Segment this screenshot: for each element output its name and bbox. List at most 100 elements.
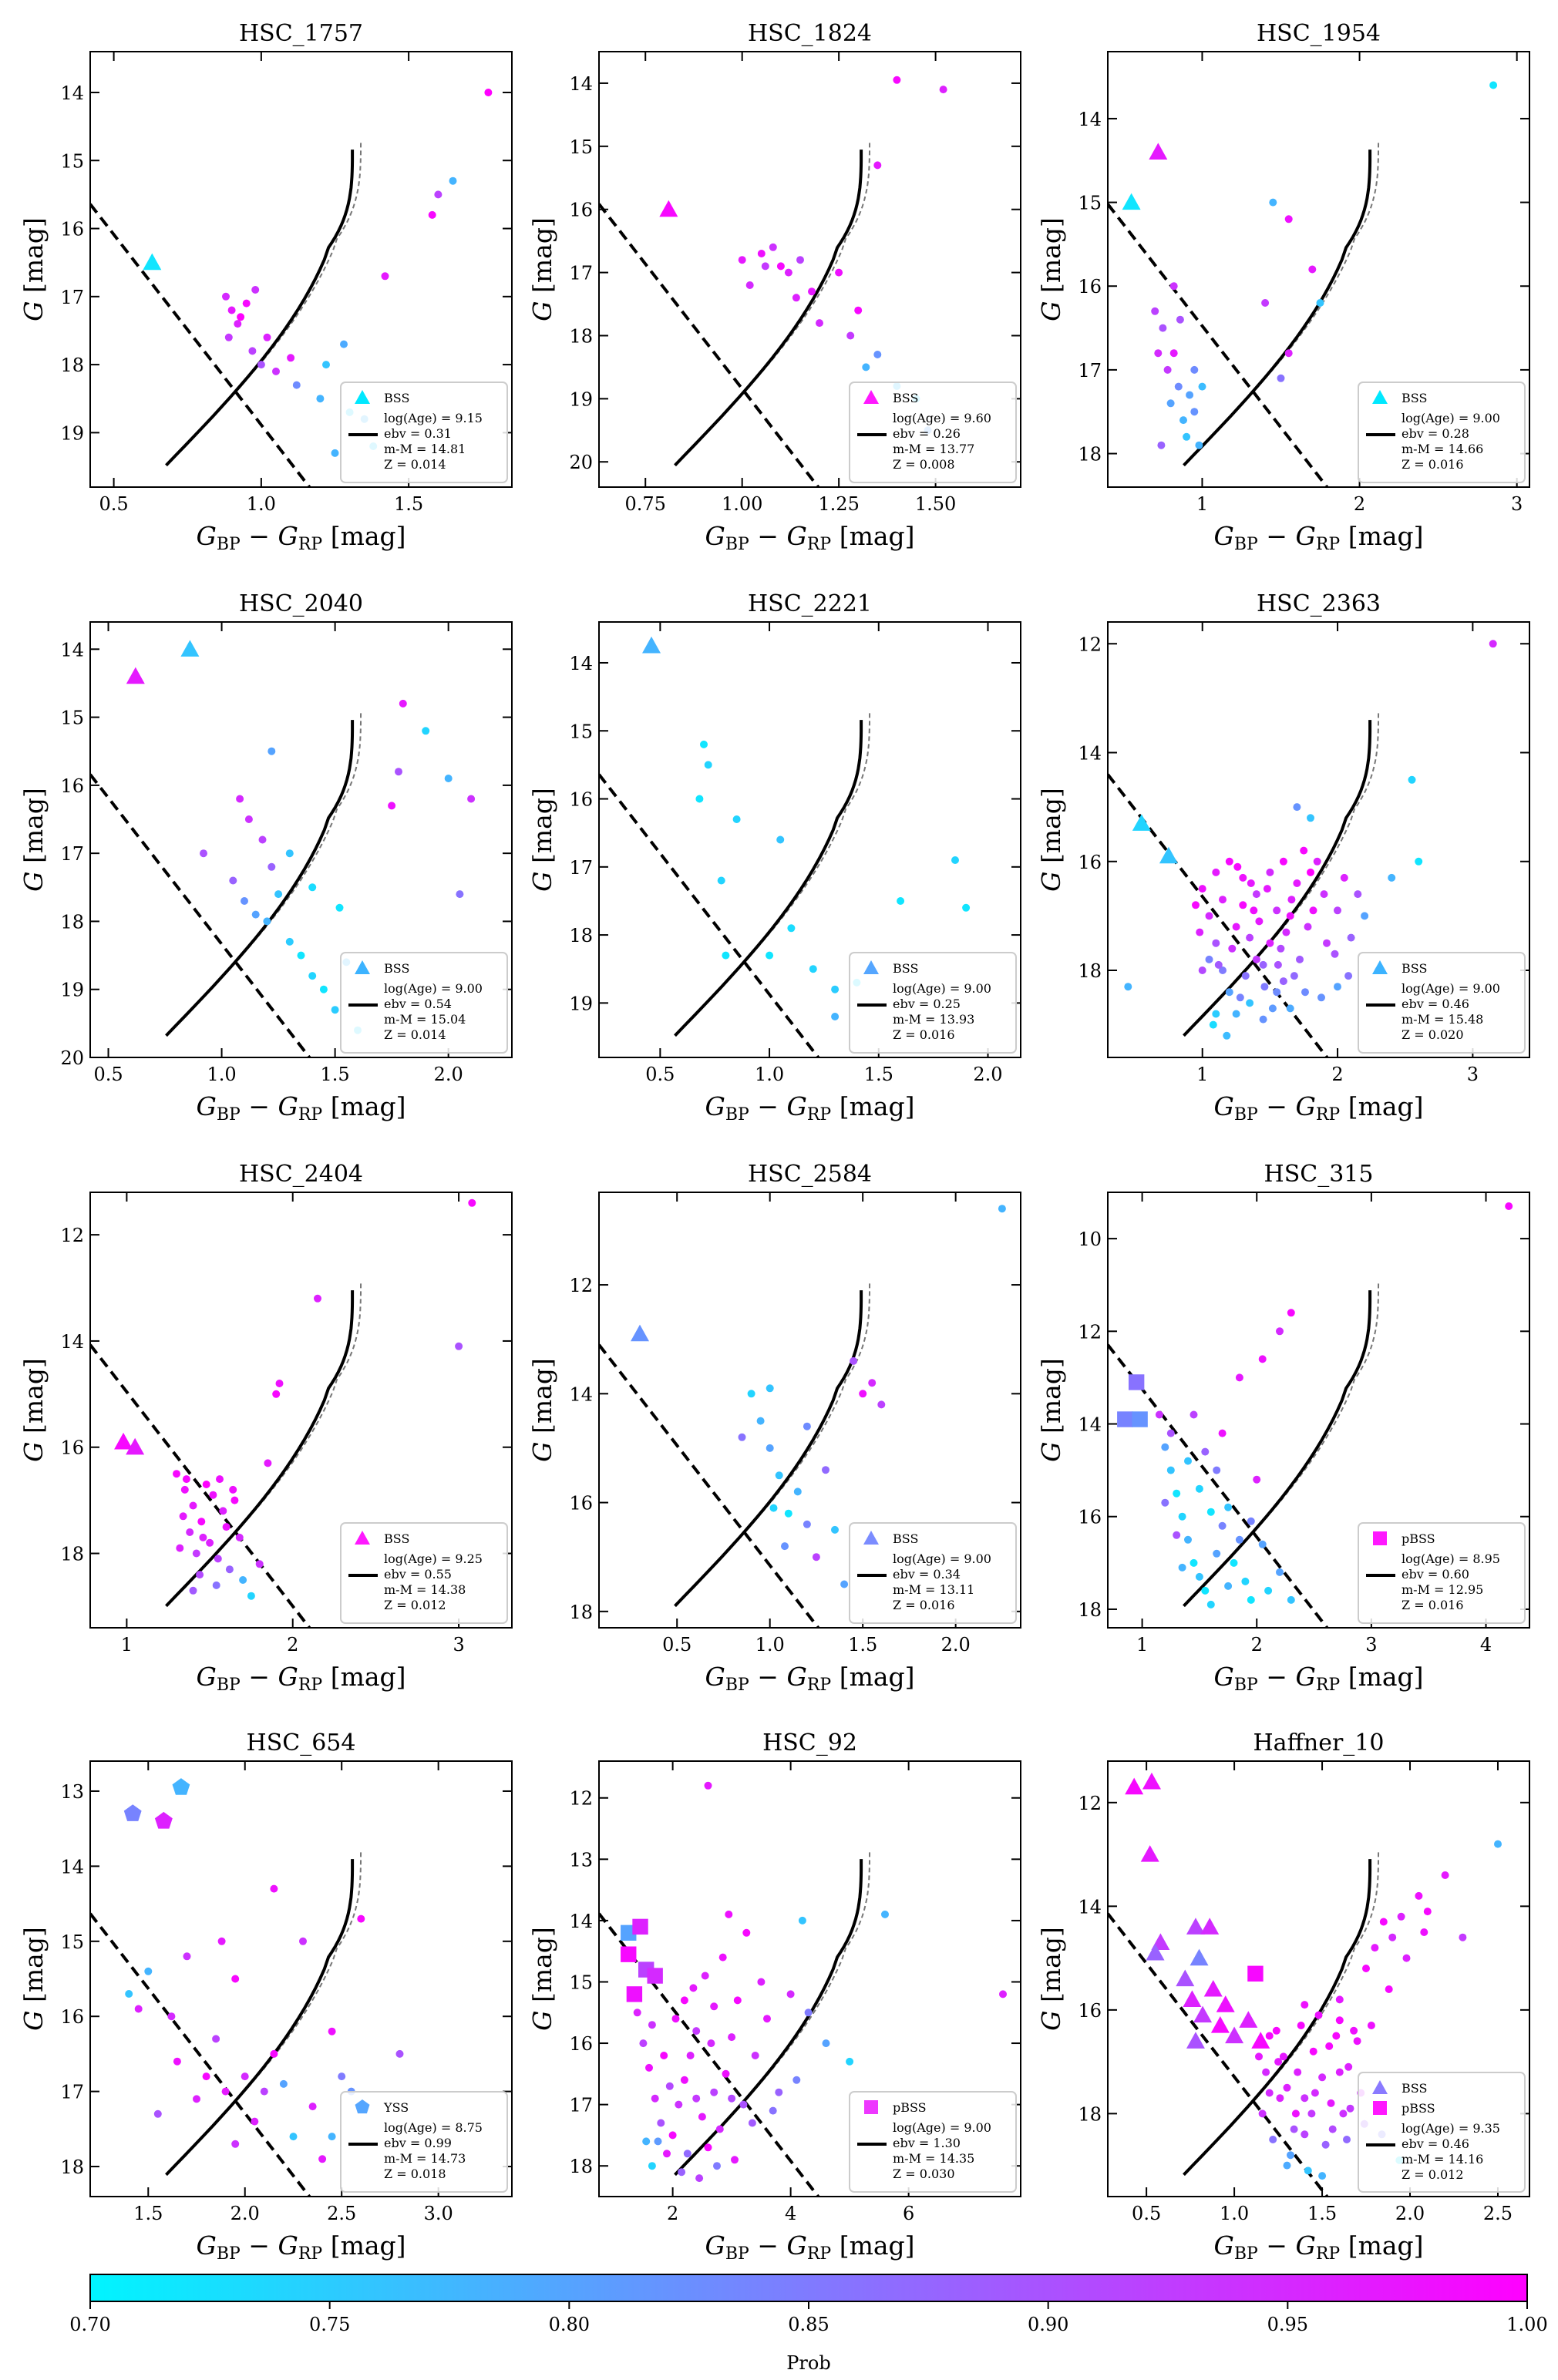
member-star-point (1213, 1466, 1221, 1474)
member-star-point (1259, 960, 1267, 969)
member-star-point (1195, 1484, 1203, 1493)
member-star-point (710, 2002, 718, 2011)
y-tick-label: 18 (569, 2156, 593, 2177)
member-star-point (1300, 846, 1308, 855)
member-star-point (1408, 775, 1416, 784)
legend-param: ebv = 0.60 (1402, 1567, 1469, 1582)
member-star-point (1252, 890, 1260, 899)
member-star-point (1214, 960, 1223, 969)
member-star-point (999, 1990, 1007, 1998)
y-tick-label: 17 (60, 843, 84, 865)
member-star-point (268, 862, 276, 871)
member-star-point (1219, 966, 1227, 974)
x-axis-label: GBP − GRP [mag] (1213, 521, 1423, 554)
member-star-point (1346, 2104, 1354, 2113)
isochrone-best-fit (165, 1290, 355, 1608)
member-star-point (642, 2137, 651, 2146)
y-tick-label: 12 (60, 1225, 84, 1246)
legend-param: ebv = 0.26 (893, 426, 961, 441)
member-star-point (639, 2039, 648, 2048)
panel-hsc-654: HSC_654 1.5 2.0 2.5 3.0 13 14 15 16 17 18 GBP − GRP… (19, 1730, 513, 2264)
member-star-point (1287, 1595, 1295, 1604)
member-star-point (1163, 365, 1172, 374)
member-star-point (660, 2052, 668, 2059)
member-star-point (1184, 1535, 1192, 1544)
member-star-point (1252, 955, 1260, 963)
x-tick-label: 2 (1331, 1064, 1343, 1085)
y-tick-label: 20 (60, 1047, 84, 1069)
axes-frame (1107, 51, 1530, 488)
x-axis-label: GBP − GRP [mag] (196, 521, 405, 554)
member-star-point (1361, 912, 1369, 920)
member-star-point (217, 1937, 226, 1945)
member-star-point (1166, 1429, 1175, 1437)
special-star-marker (1176, 1969, 1195, 1987)
member-star-point (1323, 939, 1331, 947)
special-star-marker (154, 1811, 173, 1829)
plot-area (599, 76, 947, 487)
y-tick-label: 16 (60, 219, 84, 240)
member-star-point (1151, 307, 1159, 315)
legend-param: m-M = 14.35 (893, 2151, 974, 2166)
colorbar-gradient (89, 2274, 1528, 2302)
member-star-point (877, 1400, 886, 1409)
member-star-point (395, 768, 402, 776)
y-tick-label: 14 (60, 1331, 84, 1353)
y-tick-label: 19 (569, 993, 593, 1014)
member-star-point (192, 1549, 200, 1558)
member-star-point (212, 1581, 220, 1589)
plot-area (1108, 1202, 1513, 1628)
y-tick-label: 10 (1078, 1229, 1102, 1250)
special-star-marker (1122, 193, 1141, 210)
member-star-point (733, 1996, 742, 2005)
member-star-point (873, 161, 882, 170)
x-tick-label: 1.5 (321, 1064, 350, 1085)
special-star-marker (1132, 1411, 1148, 1427)
axes-frame (598, 51, 1021, 488)
y-tick-label: 14 (569, 1383, 593, 1405)
member-star-point (1276, 1568, 1284, 1576)
member-star-point (235, 1533, 244, 1541)
member-star-point (1362, 1965, 1370, 1972)
member-star-point (263, 333, 271, 341)
member-star-point (1343, 2136, 1351, 2143)
member-star-point (683, 2150, 692, 2158)
legend-param: m-M = 14.16 (1402, 2152, 1483, 2167)
y-tick-label: 15 (60, 150, 84, 172)
x-tick-label: 3 (453, 1634, 464, 1656)
member-star-point (308, 2103, 317, 2111)
member-star-point (196, 1571, 204, 1579)
special-star-marker (1186, 2032, 1205, 2049)
member-star-point (1316, 299, 1324, 307)
legend-param: m-M = 15.04 (384, 1012, 466, 1027)
special-star-marker (632, 1918, 648, 1935)
member-star-point (787, 924, 796, 933)
legend-marker-label: BSS (893, 391, 918, 405)
member-star-point (214, 1555, 222, 1563)
member-star-point (1415, 857, 1423, 866)
member-star-point (775, 1471, 783, 1480)
panel-title: HSC_2363 (1257, 590, 1381, 617)
member-star-point (1347, 933, 1355, 942)
member-star-point (1161, 1498, 1169, 1507)
y-tick-label: 14 (1078, 743, 1102, 765)
y-tick-label: 18 (60, 1544, 84, 1565)
y-tick-label: 18 (569, 1602, 593, 1623)
legend-param: log(Age) = 9.60 (893, 411, 991, 425)
member-star-point (1388, 873, 1396, 882)
member-star-point (1489, 640, 1497, 648)
member-star-point (456, 890, 464, 899)
legend-marker (863, 960, 879, 974)
special-star-marker (1132, 814, 1151, 831)
member-star-point (747, 1390, 755, 1398)
member-star-point (285, 849, 294, 858)
member-star-point (331, 1006, 339, 1014)
x-tick-label: 2.5 (1483, 2203, 1513, 2224)
member-star-point (1441, 1871, 1449, 1879)
member-star-point (1247, 879, 1255, 887)
legend-param: m-M = 14.66 (1402, 442, 1483, 456)
x-tick-label: 0.5 (1132, 2203, 1161, 2224)
